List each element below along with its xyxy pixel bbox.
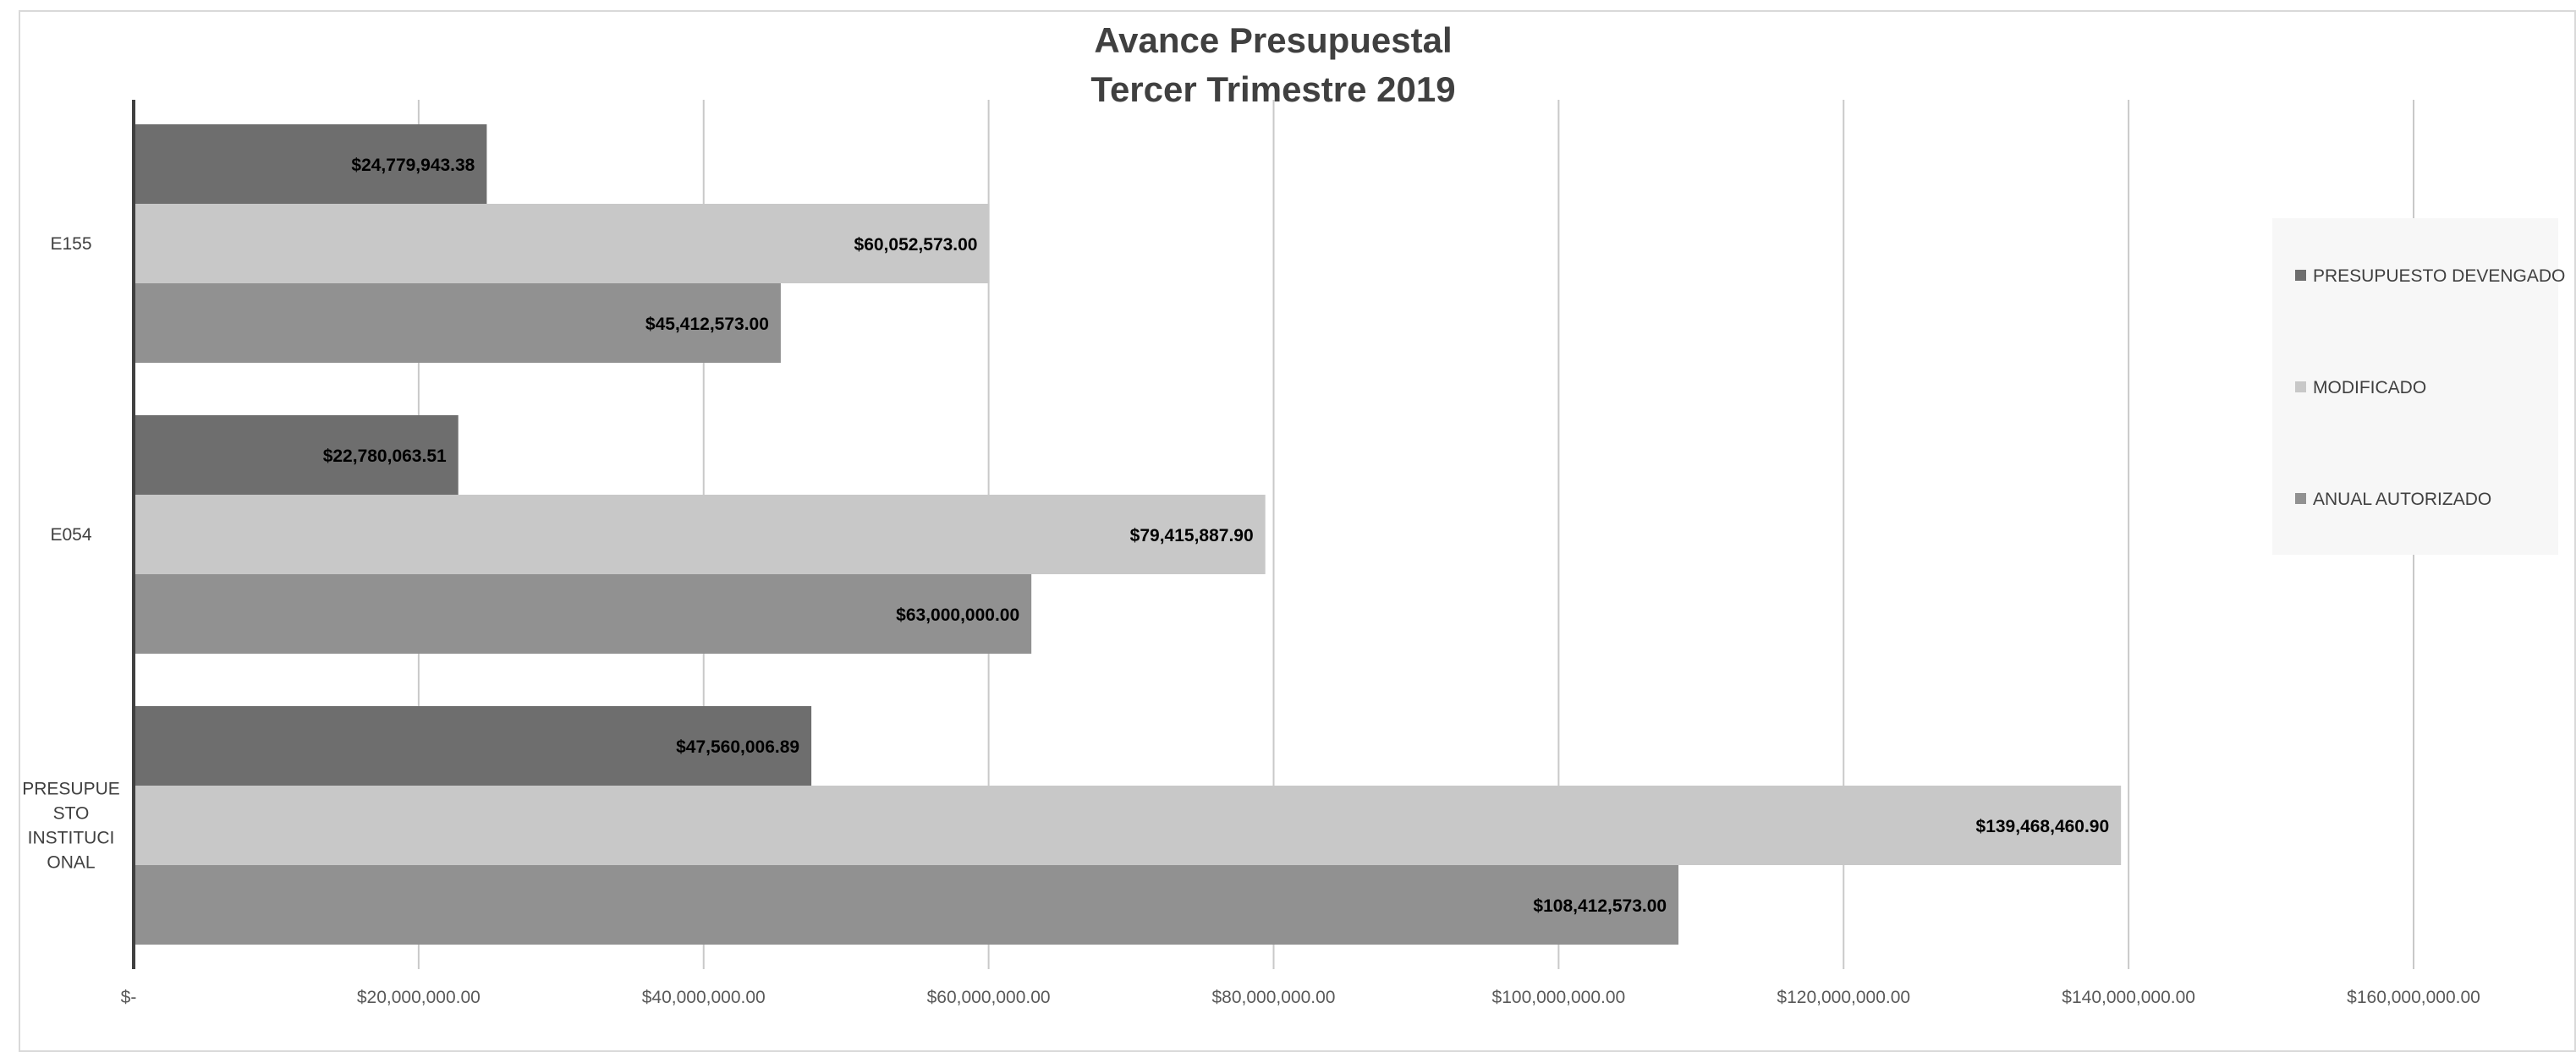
data-label: $63,000,000.00 <box>896 605 1019 625</box>
category-label: PRESUPUE <box>22 780 120 799</box>
x-tick-label: $140,000,000.00 <box>2062 988 2195 1007</box>
data-label: $45,412,573.00 <box>645 315 769 334</box>
legend-swatch <box>2295 381 2306 392</box>
legend-label: PRESUPUESTO DEVENGADO <box>2313 266 2565 286</box>
bar <box>134 124 487 204</box>
category-label: INSTITUCI <box>28 829 115 848</box>
category-label: E054 <box>50 525 91 545</box>
bar <box>134 574 1032 654</box>
bar <box>134 706 812 786</box>
bar <box>134 415 459 495</box>
legend-swatch <box>2295 493 2306 504</box>
x-tick-label: $80,000,000.00 <box>1212 988 1336 1007</box>
category-label: E155 <box>50 234 91 254</box>
category-label: STO <box>53 804 90 824</box>
x-tick-label: $20,000,000.00 <box>357 988 481 1007</box>
bar <box>134 865 1679 945</box>
legend-swatch <box>2295 270 2306 281</box>
x-tick-label: $- <box>121 988 137 1007</box>
x-tick-label: $160,000,000.00 <box>2347 988 2480 1007</box>
bar <box>134 204 990 283</box>
legend-label: MODIFICADO <box>2313 378 2426 397</box>
bar <box>134 786 2122 865</box>
data-label: $47,560,006.89 <box>676 737 799 757</box>
data-label: $22,780,063.51 <box>323 447 447 466</box>
x-tick-label: $40,000,000.00 <box>642 988 766 1007</box>
x-tick-label: $120,000,000.00 <box>1777 988 1910 1007</box>
legend-label: ANUAL AUTORIZADO <box>2313 490 2491 509</box>
category-label: ONAL <box>47 853 95 873</box>
chart-title-line: Avance Presupuestal <box>1094 20 1452 60</box>
data-label: $139,468,460.90 <box>1976 817 2110 836</box>
x-tick-label: $60,000,000.00 <box>927 988 1051 1007</box>
x-tick-label: $100,000,000.00 <box>1492 988 1626 1007</box>
data-label: $79,415,887.90 <box>1130 526 1254 545</box>
data-label: $24,779,943.38 <box>351 156 475 175</box>
bar <box>134 283 781 363</box>
legend-box <box>2272 218 2558 555</box>
data-label: $60,052,573.00 <box>854 235 978 255</box>
data-label: $108,412,573.00 <box>1533 896 1667 916</box>
bar <box>134 495 1266 574</box>
